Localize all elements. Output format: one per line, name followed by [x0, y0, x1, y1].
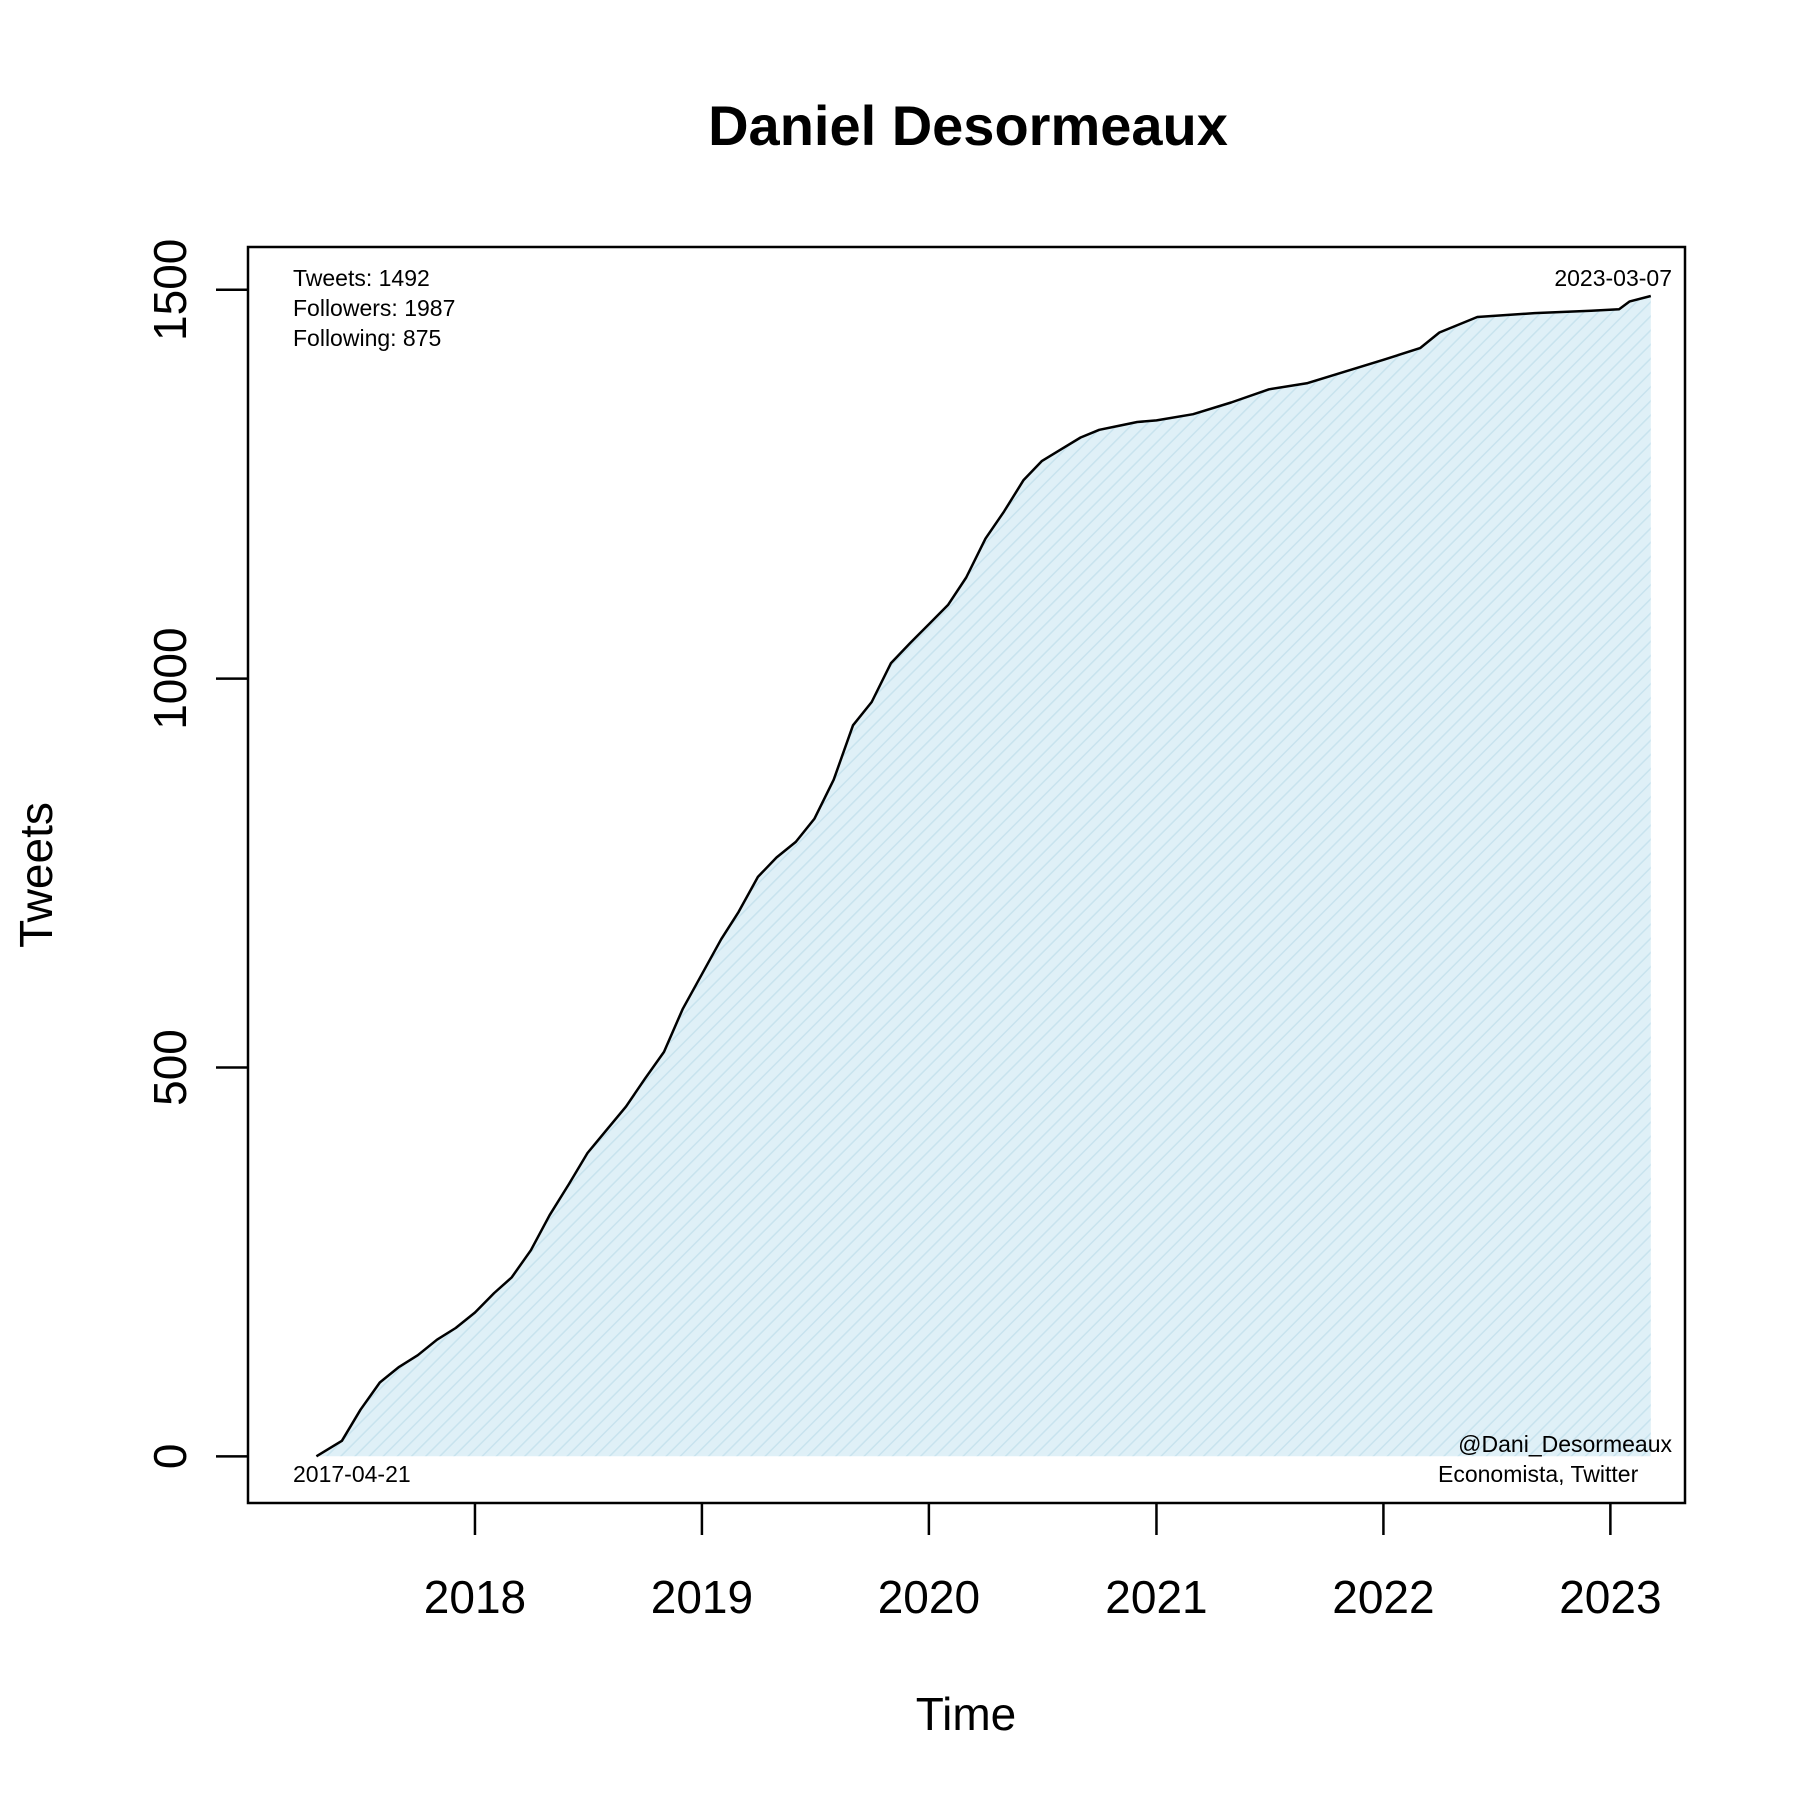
end-date-label: 2023-03-07 — [1554, 265, 1672, 291]
y-axis-label: Tweets — [10, 802, 62, 948]
start-date-label: 2017-04-21 — [293, 1461, 411, 1487]
x-tick-label-2022: 2022 — [1332, 1571, 1434, 1623]
y-tick-label-500: 500 — [144, 1029, 196, 1106]
chart-title: Daniel Desormeaux — [708, 94, 1228, 157]
handle-label: @Dani_Desormeaux — [1458, 1431, 1672, 1457]
stat-tweets: Tweets: 1492 — [293, 265, 430, 291]
y-axis: 0 500 1000 1500 — [144, 239, 248, 1470]
y-tick-label-1000: 1000 — [144, 627, 196, 729]
plot-frame — [246, 245, 1687, 1505]
series-line — [315, 294, 1652, 1458]
x-tick-label-2021: 2021 — [1105, 1571, 1207, 1623]
x-tick-label-2018: 2018 — [424, 1571, 526, 1623]
x-tick-label-2023: 2023 — [1559, 1571, 1661, 1623]
y-tick-label-0: 0 — [144, 1444, 196, 1470]
x-tick-label-2020: 2020 — [878, 1571, 980, 1623]
area-fill — [316, 296, 1651, 1457]
x-tick-label-2019: 2019 — [651, 1571, 753, 1623]
y-tick-label-1500: 1500 — [144, 239, 196, 341]
x-axis-label: Time — [916, 1688, 1017, 1740]
plot-layer — [315, 294, 1652, 1458]
stat-followers: Followers: 1987 — [293, 295, 455, 321]
bio-label: Economista, Twitter — [1438, 1461, 1639, 1487]
stat-following: Following: 875 — [293, 325, 441, 351]
x-axis: 2018 2019 2020 2021 2022 2023 — [424, 1503, 1662, 1623]
